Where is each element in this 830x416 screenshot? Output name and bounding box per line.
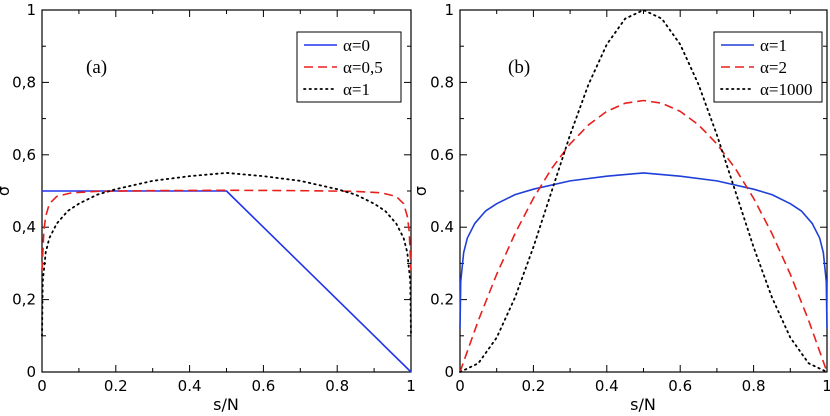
panel-b-x-tick-label: 0.2 xyxy=(521,377,545,395)
panel-b-y-tick-labels: 0 0.2 0.4 0.6 0.8 1 xyxy=(430,1,454,381)
panel-b-series-3-line xyxy=(459,9,828,373)
panel-b-legend: α=1 α=2 α=1000 xyxy=(713,31,823,103)
panel-a-series-1-line xyxy=(42,190,412,373)
panel-b-legend-label-2: α=2 xyxy=(760,58,787,77)
panel-b-x-tick-label: 0.8 xyxy=(742,377,766,395)
panel-a-legend: α=0 α=0,5 α=1 xyxy=(296,31,402,103)
panel-b-legend-box xyxy=(713,31,823,103)
panel-b-y-tick-label: 0.6 xyxy=(430,146,454,164)
panel-a-y-tick-label: 1 xyxy=(26,1,36,19)
panel-a-x-tick-label: 0.8 xyxy=(325,377,349,395)
panel-a-x-tick-labels: 0 0.2 0.4 0.6 0.8 1 xyxy=(37,377,416,395)
panel-b-series xyxy=(459,9,828,373)
panel-a-legend-box xyxy=(296,31,402,103)
panel-a-legend-label-2: α=0,5 xyxy=(343,58,383,77)
panel-a-label: (a) xyxy=(86,57,107,78)
panel-a-y-tick-label: 0,4 xyxy=(12,218,36,236)
panel-a-y-axis-label: σ xyxy=(0,186,13,196)
panel-a-legend-label-1: α=0 xyxy=(343,36,370,55)
panel-a-x-tick-label: 0.2 xyxy=(104,377,128,395)
panel-b-y-axis-label: σ xyxy=(411,186,430,196)
panel-a-y-tick-labels: 0 0,2 0,4 0,6 0,8 1 xyxy=(12,1,36,381)
panel-b-x-tick-labels: 0 0.2 0.4 0.6 0.8 1 xyxy=(455,377,830,395)
panel-b-legend-label-1: α=1 xyxy=(760,36,787,55)
panel-a-legend-label-3: α=1 xyxy=(343,80,370,99)
panel-a-y-tick-label: 0,8 xyxy=(12,73,36,91)
panel-a-x-tick-label: 0.6 xyxy=(251,377,275,395)
panel-a-ticks xyxy=(41,9,412,373)
panel-b-label: (b) xyxy=(508,57,530,78)
panel-b-legend-label-3: α=1000 xyxy=(760,80,813,99)
panel-a-series xyxy=(41,171,412,373)
panel-b-series-2-line xyxy=(459,99,828,373)
panel-b-y-tick-label: 0 xyxy=(444,363,454,381)
panel-a-x-tick-label: 1 xyxy=(406,377,416,395)
panel-b-x-axis-label: s/N xyxy=(630,395,656,414)
panel-b-x-tick-label: 1 xyxy=(822,377,830,395)
panel-a-series-2-line xyxy=(41,189,412,271)
panel-a-x-tick-label: 0.4 xyxy=(178,377,202,395)
panel-b-x-tick-label: 0.4 xyxy=(595,377,619,395)
panel-a-y-tick-label: 0,6 xyxy=(12,146,36,164)
panel-b-x-tick-label: 0 xyxy=(455,377,465,395)
panel-a-x-axis-label: s/N xyxy=(213,395,239,414)
panel-b-y-tick-label: 0.4 xyxy=(430,218,454,236)
panel-a-y-tick-label: 0,2 xyxy=(12,291,36,309)
panel-b-y-tick-label: 0.8 xyxy=(430,73,454,91)
panel-a-series-3-line xyxy=(41,171,412,337)
panel-b-series-1-line xyxy=(459,172,828,329)
panel-b-x-tick-label: 0.6 xyxy=(668,377,692,395)
panel-a-y-tick-label: 0 xyxy=(26,363,36,381)
panel-b-y-tick-label: 0.2 xyxy=(430,291,454,309)
panel-b: 0 0.2 0.4 0.6 0.8 1 00.20.40.60.81 (b) s/N σ … xyxy=(411,1,830,414)
panel-b-y-tick-label: 1 xyxy=(444,1,454,19)
panel-a-x-tick-label: 0 xyxy=(37,377,47,395)
panel-a: 00.20.40.60.81 00,20,40,60,81 (a) s/N σ … xyxy=(0,1,416,414)
